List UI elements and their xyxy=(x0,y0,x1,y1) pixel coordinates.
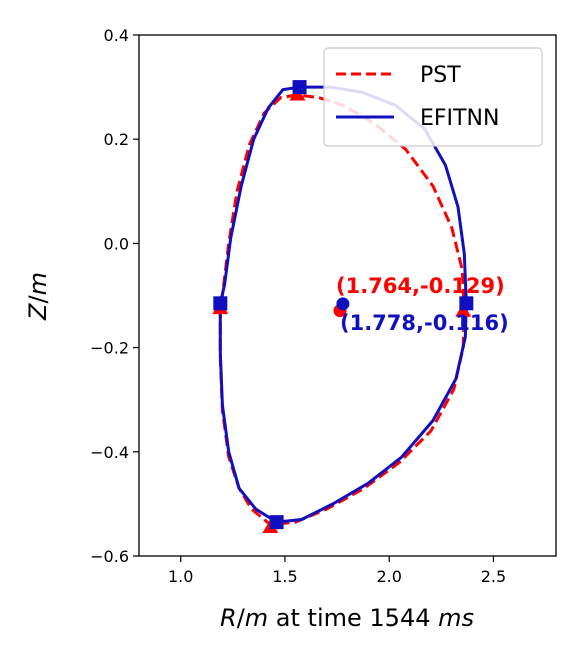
x-tick-label: 1.0 xyxy=(168,567,193,586)
efitnn-x-point-marker xyxy=(459,296,474,311)
y-axis-label-unit: m xyxy=(24,272,52,295)
plot-frame xyxy=(138,34,557,557)
legend-pst-label: PST xyxy=(420,63,461,88)
x-axis-label-text: at time 1544 xyxy=(268,604,438,632)
x-tick-label: 2.5 xyxy=(481,567,506,586)
efitnn-x-point-marker xyxy=(213,296,228,311)
y-axis-label-slash: / xyxy=(24,295,52,304)
efitnn-axis-annotation: (1.778,-0.116) xyxy=(340,311,509,335)
pst-axis-annotation: (1.764,-0.129) xyxy=(336,274,505,298)
x-axis-label-var: R xyxy=(220,604,237,632)
efitnn-magnetic-axis-point xyxy=(336,297,350,311)
x-axis-label-time-unit: ms xyxy=(438,604,474,632)
x-tick-label: 1.5 xyxy=(272,567,297,586)
legend-efitnn-label: EFITNN xyxy=(420,106,499,131)
series-layer: (1.764,-0.129) (1.778,-0.116) xyxy=(212,80,509,533)
y-axis-label: Z/m xyxy=(24,272,52,321)
legend: PST EFITNN xyxy=(323,47,543,147)
y-tick-label: −0.4 xyxy=(90,443,129,462)
y-tick-label: −0.2 xyxy=(90,339,129,358)
x-tick-label: 2.0 xyxy=(376,567,401,586)
y-tick-label: 0.4 xyxy=(104,26,129,45)
x-axis-label: R/m at time 1544 ms xyxy=(220,604,474,632)
x-axis-label-unit: m xyxy=(245,604,268,632)
legend-box xyxy=(323,47,543,147)
y-axis-label-var: Z xyxy=(24,303,52,321)
efitnn-x-point-marker xyxy=(269,515,284,530)
x-axis-label-slash: / xyxy=(237,604,246,632)
axis-ticks: 1.0 1.5 2.0 2.5 0.4 0.2 0.0 −0.2 −0.4 −0.6 xyxy=(90,26,506,586)
efitnn-boundary-line xyxy=(218,85,468,524)
y-tick-label: 0.2 xyxy=(104,130,129,149)
y-tick-label: 0.0 xyxy=(104,234,129,253)
efitnn-x-point-marker xyxy=(292,80,307,95)
y-tick-label: −0.6 xyxy=(90,547,129,566)
